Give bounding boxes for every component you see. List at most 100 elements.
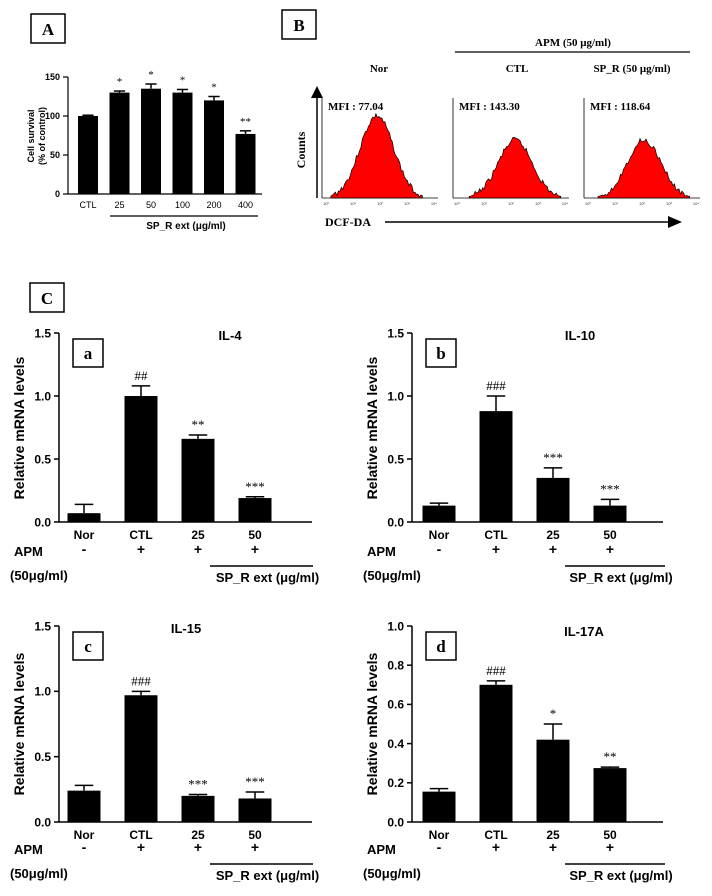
x-tick-label: 50 xyxy=(248,528,262,542)
bar-50 xyxy=(238,498,272,522)
significance-mark: * xyxy=(148,69,154,81)
x-tick-label: Nor xyxy=(429,528,450,542)
apm-sign: + xyxy=(137,839,145,855)
subpanel-label: c xyxy=(84,637,92,656)
y-tick-label: 1.0 xyxy=(34,685,51,699)
x-tick-label: 25 xyxy=(546,528,560,542)
y-tick-label: 0.2 xyxy=(387,776,404,790)
histogram-fill xyxy=(330,112,423,199)
x-axis-label: SP_R ext (μg/ml) xyxy=(146,221,225,232)
x-axis-label: DCF-DA xyxy=(325,215,371,229)
y-tick-label: 0.0 xyxy=(387,815,404,829)
significance-mark: *** xyxy=(600,481,620,496)
x-tick-label: Nor xyxy=(429,828,450,842)
bar-50 xyxy=(593,768,627,822)
bar-25 xyxy=(181,795,215,822)
apm-sign: + xyxy=(549,541,557,557)
y-arrow-head xyxy=(311,86,323,98)
x-tick-label: 50 xyxy=(603,828,617,842)
histogram-x-tick: 10¹ xyxy=(481,201,487,206)
histogram-x-tick: 10² xyxy=(377,201,383,206)
bar-25 xyxy=(109,92,130,194)
x-tick-label: 200 xyxy=(206,200,221,210)
y-tick-label: 1.5 xyxy=(387,326,404,340)
y-axis-label: Counts xyxy=(294,131,308,168)
bar-25 xyxy=(536,477,570,522)
y-tick-label: 50 xyxy=(50,150,60,160)
histogram-x-tick: 10³ xyxy=(535,201,541,206)
panel-label-A-text: A xyxy=(42,20,55,39)
apm-sign: + xyxy=(606,839,614,855)
mfi-label: MFI : 143.30 xyxy=(459,101,520,113)
subpanel-label-box xyxy=(72,631,104,661)
histogram-x-tick: 10¹ xyxy=(350,201,356,206)
y-tick-label: 0.8 xyxy=(387,659,404,673)
chart-title: IL-10 xyxy=(565,328,595,343)
bar-Nor xyxy=(422,791,456,822)
x-tick-label: Nor xyxy=(74,528,95,542)
y-tick-label: 0 xyxy=(55,189,60,199)
bar-CTL xyxy=(479,684,513,822)
chart-b-il10: 0.0 0.5 1.0 1.5 Nor ### CTL *** 25 *** 50 b IL-10 Rel… xyxy=(363,326,673,585)
bar-Nor xyxy=(67,513,101,522)
significance-mark: ## xyxy=(135,368,149,383)
histogram-x-tick: 10³ xyxy=(666,201,672,206)
x-tick-label: CTL xyxy=(129,828,152,842)
y-tick-label: 150 xyxy=(45,72,60,82)
subpanel-label-box xyxy=(425,338,457,368)
apm-sign: - xyxy=(82,839,87,855)
significance-mark: *** xyxy=(245,774,265,789)
apm-sign: + xyxy=(492,839,500,855)
y-tick-label: 0.4 xyxy=(387,737,404,751)
bar-100 xyxy=(172,92,193,194)
histogram-title: CTL xyxy=(506,63,529,75)
apm-concentration: (50μg/ml) xyxy=(363,866,421,881)
y-tick-label: 1.0 xyxy=(387,389,404,403)
y-tick-label: 0.5 xyxy=(34,750,51,764)
subpanel-label-box xyxy=(72,338,104,368)
significance-mark: ** xyxy=(604,749,617,764)
apm-sign: + xyxy=(492,541,500,557)
y-tick-label: 0.0 xyxy=(387,515,404,529)
bar-Nor xyxy=(67,790,101,822)
histogram-title: Nor xyxy=(370,63,388,75)
x-tick-label: CTL xyxy=(79,200,96,210)
y-axis-label: Relative mRNA levels xyxy=(11,356,27,499)
x-tick-label: Nor xyxy=(74,828,95,842)
y-tick-label: 1.5 xyxy=(34,326,51,340)
histogram-x-tick: 10⁰ xyxy=(454,201,460,206)
x-tick-label: 50 xyxy=(146,200,156,210)
y-axis-label-sub: (% of control) xyxy=(37,107,47,165)
panel-label-B: B xyxy=(281,9,317,40)
x-tick-label: 400 xyxy=(238,200,253,210)
mfi-label: MFI : 118.64 xyxy=(590,101,651,113)
chart-A-cell-survival: 0 50 100 150 CTL * 25 * 50 * 100 * 200 ** 400 Cell surv… xyxy=(26,69,262,232)
bracket-label: SP_R ext (μg/ml) xyxy=(216,570,319,585)
apm-sign: + xyxy=(251,839,259,855)
bar-CTL xyxy=(479,411,513,522)
apm-sign: + xyxy=(251,541,259,557)
subpanel-label: a xyxy=(84,344,93,363)
histogram-x-tick: 10² xyxy=(639,201,645,206)
panel-label-C-text: C xyxy=(41,289,53,308)
x-tick-label: 25 xyxy=(114,200,124,210)
apm-sign: + xyxy=(137,541,145,557)
y-axis-label: Relative mRNA levels xyxy=(11,652,27,795)
bracket-label: SP_R ext (μg/ml) xyxy=(569,868,672,883)
histogram-x-tick: 10² xyxy=(508,201,514,206)
apm-label: APM xyxy=(367,842,396,857)
histogram-title: SP_R (50 μg/ml) xyxy=(593,63,670,75)
treatment-label: APM (50 μg/ml) xyxy=(535,37,611,49)
x-tick-label: 25 xyxy=(546,828,560,842)
bar-25 xyxy=(181,438,215,522)
y-tick-label: 0.0 xyxy=(34,815,51,829)
significance-mark: ### xyxy=(486,663,506,678)
histogram-x-tick: 10¹ xyxy=(612,201,618,206)
histogram-x-tick: 10⁰ xyxy=(585,201,591,206)
histogram-x-tick: 10³ xyxy=(404,201,410,206)
y-axis-label: Relative mRNA levels xyxy=(364,652,380,795)
x-tick-label: 100 xyxy=(175,200,190,210)
y-tick-label: 1.0 xyxy=(34,389,51,403)
histogram-x-tick: 10⁴ xyxy=(693,201,699,206)
y-tick-label: 1.5 xyxy=(34,619,51,633)
